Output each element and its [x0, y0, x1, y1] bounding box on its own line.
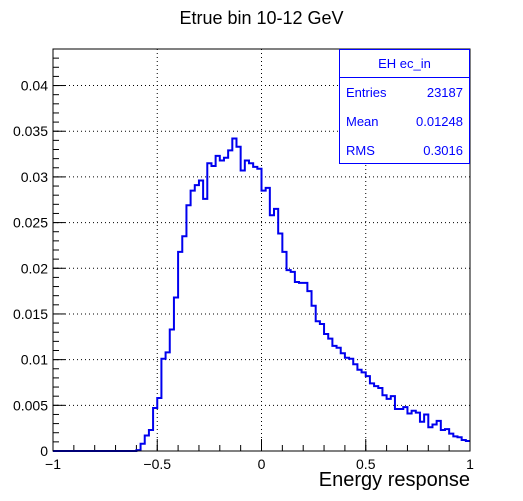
y-tick-label: 0.03 — [21, 169, 48, 185]
x-tick-label: 0.5 — [356, 456, 376, 472]
y-tick-label: 0.025 — [13, 215, 48, 231]
stats-title: EH ec_in — [340, 50, 469, 78]
plot-frame — [52, 48, 471, 452]
stats-label: RMS — [346, 143, 375, 158]
stats-label: Entries — [346, 85, 387, 100]
x-tick-label: −1 — [45, 456, 61, 472]
stats-value: 23187 — [426, 85, 463, 100]
chart-title: Etrue bin 10-12 GeV — [179, 8, 344, 28]
x-tick-label: 1 — [466, 456, 474, 472]
x-axis-label: Energy response — [319, 469, 470, 491]
stats-row-rms: RMS 0.3016 — [340, 136, 469, 165]
y-tick-label: 0.005 — [13, 397, 48, 413]
stats-value: 0.3016 — [423, 143, 463, 158]
x-tick-label: −0.5 — [143, 456, 171, 472]
histogram-series — [53, 137, 470, 452]
stats-label: Mean — [346, 114, 379, 129]
y-tick-label: 0.01 — [21, 352, 48, 368]
y-tick-label: 0.015 — [13, 306, 48, 322]
stats-row-entries: Entries 23187 — [340, 78, 469, 107]
y-tick-label: 0.035 — [13, 123, 48, 139]
tick-labels: −1 −0.5 0 0.5 1 0 0.005 0.01 0.015 0.02 0.025 0.03 0… — [13, 78, 474, 472]
stats-value: 0.01248 — [416, 114, 463, 129]
stats-box: EH ec_in Entries 23187 Mean 0.01248 RMS … — [339, 49, 470, 164]
y-tick-label: 0 — [40, 443, 48, 459]
y-tick-label: 0.04 — [21, 78, 48, 94]
x-tick-label: 0 — [258, 456, 266, 472]
stats-row-mean: Mean 0.01248 — [340, 107, 469, 136]
y-tick-label: 0.02 — [21, 260, 48, 276]
